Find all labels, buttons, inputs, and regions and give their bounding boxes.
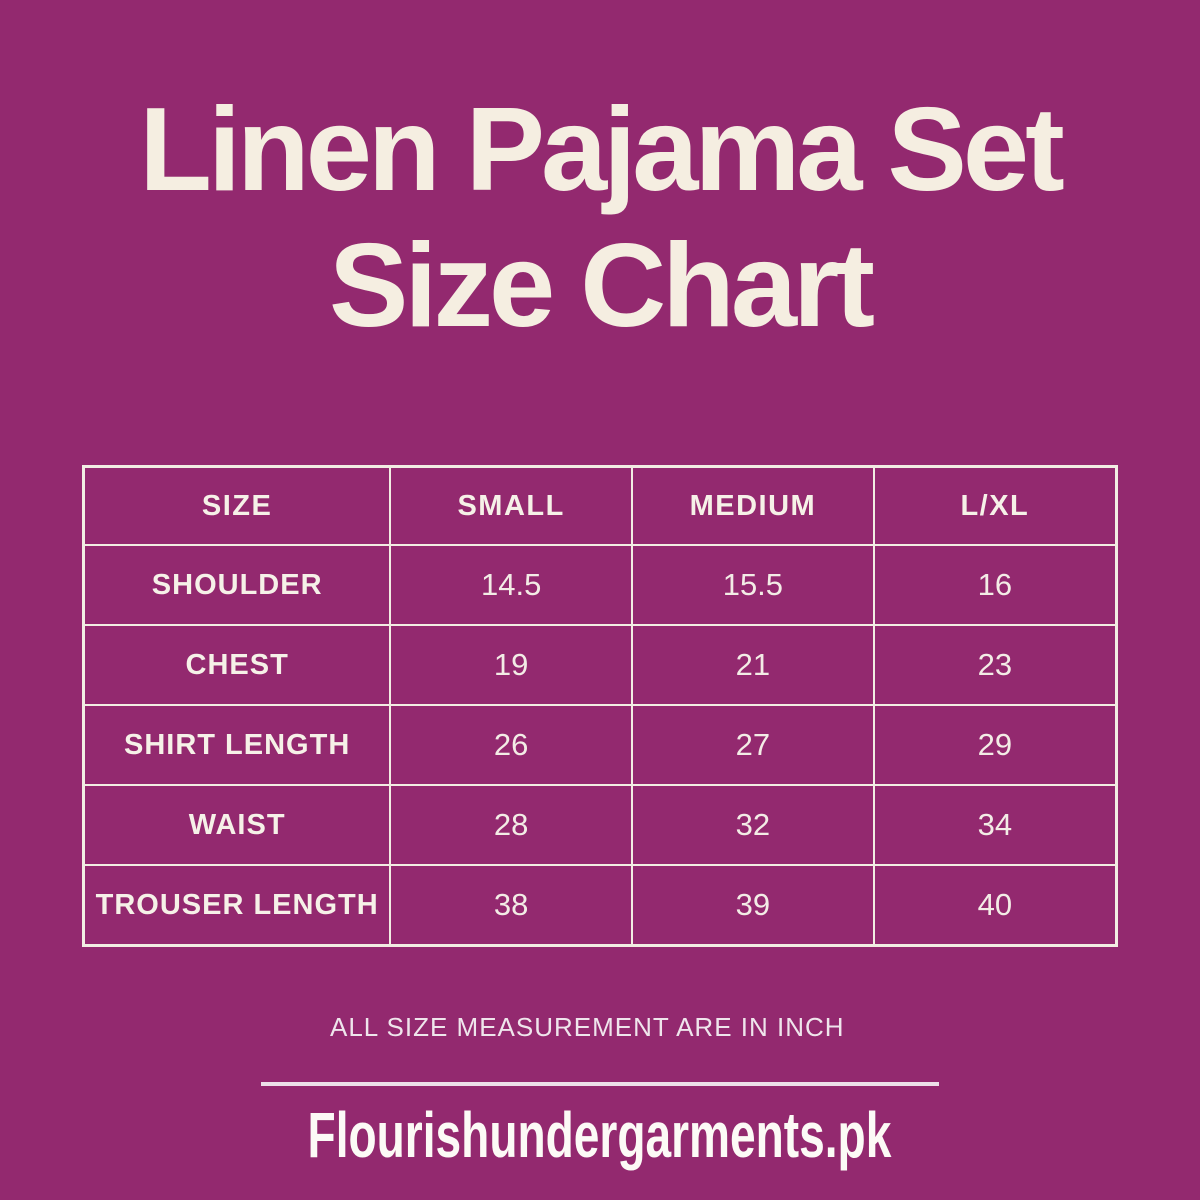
cell-value: 40 <box>872 864 1118 947</box>
brand-name: Flourishundergarments.pk <box>307 1099 892 1171</box>
cell-value: 14.5 <box>389 544 634 626</box>
column-header-l-xl: L/XL <box>872 465 1118 546</box>
table-row: WAIST 28 32 34 <box>82 784 1118 866</box>
cell-value: 29 <box>872 704 1118 786</box>
row-label: WAIST <box>82 784 392 866</box>
table-row: SHIRT LENGTH 26 27 29 <box>82 704 1118 786</box>
table-row: SHOULDER 14.5 15.5 16 <box>82 544 1118 626</box>
row-label: CHEST <box>82 624 392 706</box>
cell-value: 16 <box>872 544 1118 626</box>
row-label: TROUSER LENGTH <box>82 864 392 947</box>
cell-value: 27 <box>631 704 875 786</box>
page-title: Linen Pajama Set Size Chart <box>0 82 1200 353</box>
column-header-medium: MEDIUM <box>631 465 875 546</box>
cell-value: 26 <box>389 704 634 786</box>
cell-value: 28 <box>389 784 634 866</box>
cell-value: 39 <box>631 864 875 947</box>
cell-value: 23 <box>872 624 1118 706</box>
cell-value: 15.5 <box>631 544 875 626</box>
cell-value: 38 <box>389 864 634 947</box>
table-row: TROUSER LENGTH 38 39 40 <box>82 864 1118 947</box>
size-chart-header-row: SIZE SMALL MEDIUM L/XL <box>82 465 1118 546</box>
measurement-unit-note: ALL SIZE MEASUREMENT ARE IN INCH <box>330 1012 845 1042</box>
page-title-line2: Size Chart <box>329 218 875 352</box>
row-label: SHIRT LENGTH <box>82 704 392 786</box>
cell-value: 32 <box>631 784 875 866</box>
column-header-small: SMALL <box>389 465 634 546</box>
size-chart-table: SIZE SMALL MEDIUM L/XL SHOULDER 14.5 15.5 16 CH… <box>82 465 1118 947</box>
cell-value: 34 <box>872 784 1118 866</box>
cell-value: 19 <box>389 624 634 706</box>
size-chart-body: SHOULDER 14.5 15.5 16 CHEST 19 21 23 SHIRT LENGT… <box>82 544 1118 947</box>
row-label: SHOULDER <box>82 544 392 626</box>
table-row: CHEST 19 21 23 <box>82 624 1118 706</box>
column-header-size: SIZE <box>82 465 392 546</box>
footer-divider-line <box>261 1082 939 1086</box>
cell-value: 21 <box>631 624 875 706</box>
size-chart-table-container: SIZE SMALL MEDIUM L/XL SHOULDER 14.5 15.5 16 CH… <box>82 465 1118 947</box>
page-title-line1: Linen Pajama Set <box>139 83 1064 216</box>
